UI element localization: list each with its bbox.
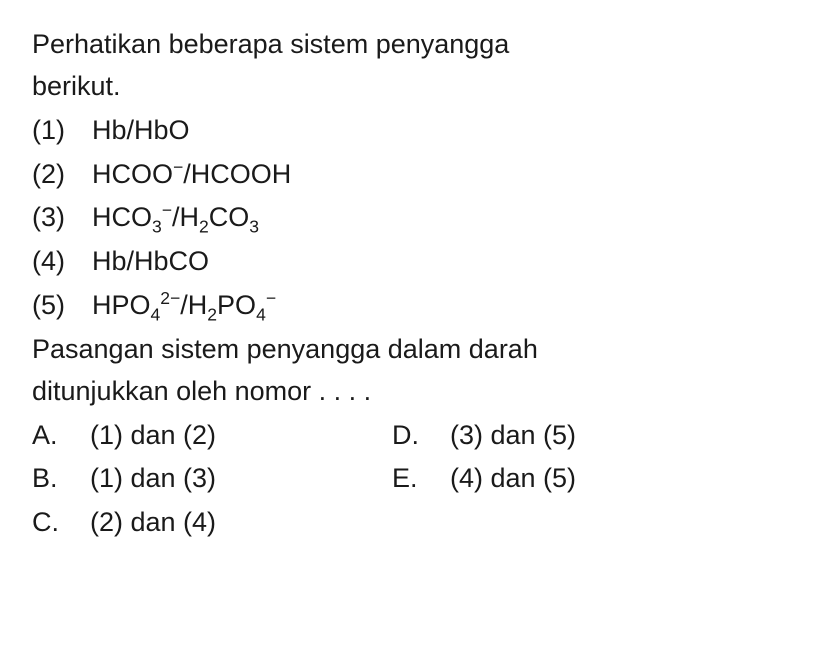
option-text: (1) dan (3) (90, 458, 216, 500)
option-a: A. (1) dan (2) (32, 415, 392, 457)
option-text: (4) dan (5) (450, 458, 576, 500)
item-row: (2) HCOO−/HCOOH (32, 154, 789, 196)
prompt-line-1: Pasangan sistem penyangga dalam darah (32, 334, 538, 364)
options-container: A. (1) dan (2) D. (3) dan (5) B. (1) dan… (32, 415, 789, 547)
prompt-line-2: ditunjukkan oleh nomor . . . . (32, 376, 371, 406)
options-row: B. (1) dan (3) E. (4) dan (5) (32, 458, 789, 500)
option-letter: C. (32, 502, 90, 544)
option-text: (2) dan (4) (90, 502, 216, 544)
item-number: (4) (32, 241, 92, 283)
item-number: (1) (32, 110, 92, 152)
item-row: (4) Hb/HbCO (32, 241, 789, 283)
option-c: C. (2) dan (4) (32, 502, 392, 544)
item-formula: HCOO−/HCOOH (92, 154, 291, 196)
item-number: (2) (32, 154, 92, 196)
item-row: (1) Hb/HbO (32, 110, 789, 152)
option-text: (3) dan (5) (450, 415, 576, 457)
option-text: (1) dan (2) (90, 415, 216, 457)
option-b: B. (1) dan (3) (32, 458, 392, 500)
item-formula: HCO3−/H2CO3 (92, 197, 259, 239)
option-letter: B. (32, 458, 90, 500)
option-letter: A. (32, 415, 90, 457)
option-d: D. (3) dan (5) (392, 415, 576, 457)
item-number: (5) (32, 285, 92, 327)
item-row: (3) HCO3−/H2CO3 (32, 197, 789, 239)
items-list: (1) Hb/HbO (2) HCOO−/HCOOH (3) HCO3−/H2C… (32, 110, 789, 327)
intro-line-1: Perhatikan beberapa sistem penyangga (32, 29, 509, 59)
prompt-text: Pasangan sistem penyangga dalam darah di… (32, 329, 789, 413)
option-letter: D. (392, 415, 450, 457)
item-formula: Hb/HbO (92, 110, 190, 152)
option-e: E. (4) dan (5) (392, 458, 576, 500)
item-formula: Hb/HbCO (92, 241, 209, 283)
intro-text: Perhatikan beberapa sistem penyangga ber… (32, 24, 789, 108)
question-container: Perhatikan beberapa sistem penyangga ber… (32, 24, 789, 546)
options-row: C. (2) dan (4) (32, 502, 789, 544)
options-row: A. (1) dan (2) D. (3) dan (5) (32, 415, 789, 457)
option-letter: E. (392, 458, 450, 500)
intro-line-2: berikut. (32, 71, 121, 101)
item-number: (3) (32, 197, 92, 239)
item-row: (5) HPO42−/H2PO4− (32, 285, 789, 327)
item-formula: HPO42−/H2PO4− (92, 285, 276, 327)
